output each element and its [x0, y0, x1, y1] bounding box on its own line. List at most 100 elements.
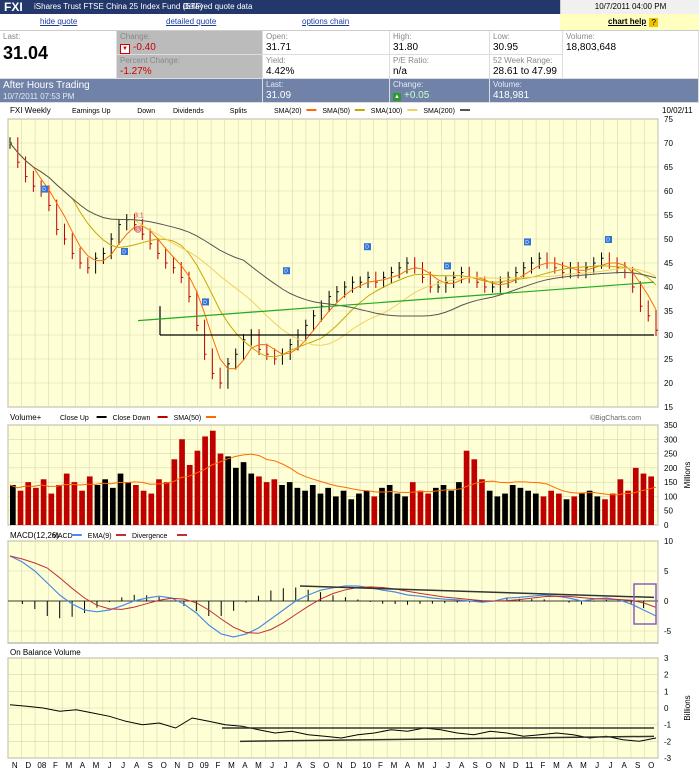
x-tick-label: M — [391, 761, 398, 770]
volume-cell: Volume: 18,803,648 — [563, 31, 699, 79]
detailed-quote-link[interactable]: detailed quote — [166, 17, 217, 26]
x-tick-label: N — [12, 761, 18, 770]
open-cell: Open: 31.71 — [263, 31, 390, 55]
x-tick-label: A — [621, 761, 627, 770]
last-label: Last: — [3, 32, 21, 41]
volume-bar — [17, 490, 24, 525]
volume-bar — [171, 459, 178, 525]
x-tick-label: J — [121, 761, 125, 770]
low-cell: Low: 30.95 — [490, 31, 563, 55]
vol-ytick-label: 200 — [664, 464, 678, 473]
price-ytick-label: 25 — [664, 355, 673, 364]
volume-sma-line — [9, 453, 657, 496]
x-tick-label: 10 — [362, 761, 371, 770]
x-tick-label: D — [25, 761, 31, 770]
change-value: ▼ -0.40 — [120, 42, 156, 54]
volume-bar — [425, 493, 431, 525]
legend-label: Divergence — [132, 533, 168, 540]
volume-bar — [509, 485, 516, 525]
sma200-line — [9, 142, 657, 317]
quote-datetime: 10/7/2011 04:00 PM — [560, 0, 699, 14]
yield-cell: Yield: 4.42% — [263, 55, 390, 79]
wk52-cell: 52 Week Range: 28.61 to 47.99 — [490, 55, 563, 79]
volume-ylabel: Millions — [683, 462, 692, 489]
price-ytick-label: 60 — [664, 187, 673, 196]
volume-bar — [617, 479, 624, 525]
volume-bar — [456, 482, 462, 525]
ah-change-label: Change: — [393, 80, 424, 89]
volume-bar — [471, 459, 478, 525]
after-hours-time: 10/7/2011 07:53 PM — [3, 92, 75, 101]
volume-bar — [579, 493, 585, 525]
obv-ytick-label: 1 — [664, 687, 669, 696]
legend-label: Close Down — [113, 415, 151, 422]
after-hours-last-cell: Last: 31.09 — [263, 79, 390, 103]
volume-bar — [432, 487, 439, 525]
legend-label: Earnings Up — [72, 108, 111, 115]
dividend-marker-label: D — [445, 264, 449, 270]
split-icon — [134, 225, 142, 233]
after-hours-title: After Hours Trading — [3, 80, 90, 91]
options-chain-link[interactable]: options chain — [302, 17, 350, 26]
help-icon[interactable]: ? — [649, 18, 659, 27]
price-ytick-label: 50 — [664, 235, 673, 244]
volume-title: Volume+ — [10, 413, 42, 422]
volume-bar — [40, 479, 47, 525]
volume-bar — [409, 482, 416, 525]
macd-title: MACD(12,26) — [10, 531, 59, 540]
volume-bar — [279, 485, 285, 525]
dividend-icon — [605, 236, 612, 243]
obv-support-line — [239, 735, 655, 743]
volume-bar — [271, 479, 278, 525]
pe-value: n/a — [393, 66, 407, 77]
dividend-icon — [364, 243, 371, 251]
x-tick-label: S — [473, 761, 478, 770]
volume-bar — [640, 473, 647, 525]
x-tick-label: N — [174, 761, 180, 770]
wk52-label: 52 Week Range: — [493, 56, 553, 65]
volume-bar — [625, 490, 631, 525]
volume-bar — [263, 482, 270, 525]
legend-label: SMA(50) — [174, 415, 202, 422]
volume-bar — [63, 473, 70, 525]
legend-swatch — [354, 109, 365, 111]
x-tick-label: M — [418, 761, 425, 770]
volume-bar — [333, 496, 339, 525]
obv-ylabel: Billions — [683, 695, 692, 720]
volume-bar — [140, 490, 147, 525]
x-tick-label: 08 — [37, 761, 46, 770]
hide-quote-link[interactable]: hide quote — [40, 17, 78, 26]
vol-ytick-label: 300 — [664, 435, 678, 444]
legend-label: MACD — [52, 533, 73, 540]
volume-bar — [609, 493, 616, 525]
yield-value: 4.42% — [266, 66, 295, 77]
volume-bar — [225, 456, 232, 525]
vol-ytick-label: 100 — [664, 492, 678, 501]
x-tick-label: D — [188, 761, 194, 770]
x-tick-label: O — [161, 761, 167, 770]
after-hours-change-cell: Change: ▲ +0.05 — [390, 79, 490, 103]
price-ytick-label: 40 — [664, 283, 673, 292]
volume-bar — [494, 496, 501, 525]
dividend-icon — [444, 262, 451, 270]
dividend-marker-label: D — [122, 250, 126, 256]
price-ytick-label: 20 — [664, 379, 673, 388]
volume-bar — [286, 482, 293, 525]
ah-last-value: 31.09 — [266, 90, 292, 101]
dividend-icon — [202, 298, 209, 306]
volume-bar — [525, 490, 531, 525]
x-tick-label: F — [215, 761, 220, 770]
chart-help-link[interactable]: chart help — [608, 17, 647, 26]
macd-panel: -5 0 5 10 MACD(12,26) MACD EMA(9) Divergence — [7, 531, 673, 644]
sma50-line — [9, 142, 657, 358]
macd-ema-line — [9, 555, 657, 634]
x-tick-label: M — [553, 761, 560, 770]
dividend-marker-label: D — [525, 240, 529, 246]
volume-bar — [294, 487, 301, 525]
volume-bar — [532, 493, 539, 525]
volume-bar — [240, 462, 247, 525]
volume-bar — [233, 467, 239, 525]
volume-bar — [317, 493, 324, 525]
down-arrow-icon: ▼ — [120, 44, 130, 54]
legend-label: EMA(9) — [88, 533, 112, 540]
